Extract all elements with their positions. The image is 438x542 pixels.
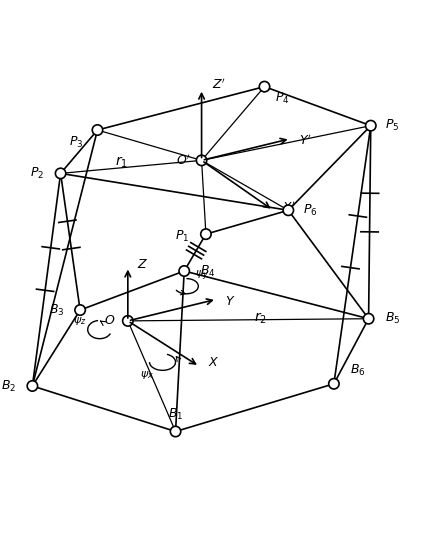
Text: $P_3$: $P_3$: [69, 134, 83, 150]
Text: $B_1$: $B_1$: [168, 406, 183, 422]
Text: $Z$: $Z$: [137, 258, 148, 271]
Text: $\psi_y$: $\psi_y$: [195, 268, 209, 282]
Text: $r_1$: $r_1$: [115, 155, 128, 170]
Circle shape: [328, 378, 339, 389]
Circle shape: [170, 427, 181, 437]
Text: $O$: $O$: [104, 314, 115, 327]
Text: $\psi_x$: $\psi_x$: [140, 369, 154, 380]
Circle shape: [92, 125, 102, 135]
Text: $Z'$: $Z'$: [212, 77, 226, 92]
Text: $B_6$: $B_6$: [350, 363, 366, 378]
Circle shape: [201, 229, 211, 240]
Circle shape: [27, 380, 38, 391]
Circle shape: [179, 266, 189, 276]
Circle shape: [364, 313, 374, 324]
Circle shape: [259, 81, 270, 92]
Text: $B_5$: $B_5$: [385, 311, 400, 326]
Circle shape: [123, 315, 133, 326]
Circle shape: [75, 305, 85, 315]
Text: $Y$: $Y$: [226, 295, 236, 308]
Text: $r_2$: $r_2$: [254, 311, 267, 326]
Text: $\psi_z$: $\psi_z$: [73, 315, 87, 327]
Text: $P_6$: $P_6$: [303, 203, 317, 218]
Circle shape: [196, 155, 207, 166]
Text: $O'$: $O'$: [176, 153, 191, 167]
Circle shape: [283, 205, 293, 216]
Text: $B_3$: $B_3$: [49, 302, 64, 318]
Text: $X$: $X$: [208, 356, 219, 369]
Text: $P_1$: $P_1$: [175, 229, 189, 244]
Text: $X'$: $X'$: [282, 201, 296, 215]
Circle shape: [55, 168, 66, 179]
Text: $P_2$: $P_2$: [30, 166, 44, 181]
Circle shape: [366, 120, 376, 131]
Text: $Y'$: $Y'$: [299, 134, 312, 148]
Text: $P_4$: $P_4$: [275, 91, 289, 106]
Text: $B_2$: $B_2$: [1, 378, 16, 393]
Text: $B_4$: $B_4$: [200, 263, 216, 279]
Text: $P_5$: $P_5$: [385, 118, 399, 133]
